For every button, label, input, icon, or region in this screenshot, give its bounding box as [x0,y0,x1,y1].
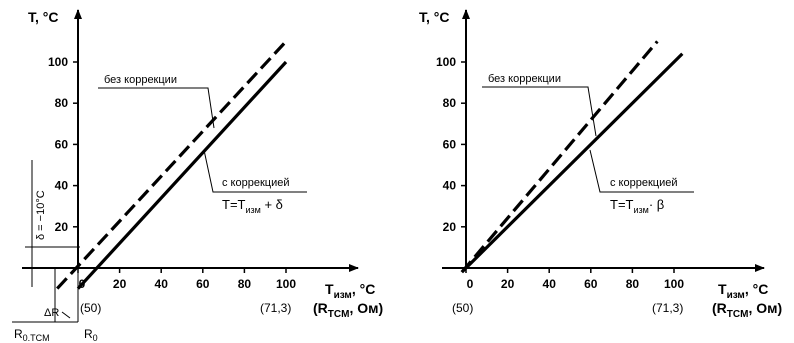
delta-label: δ = −10°C [35,190,47,240]
y-tick-label-100: 100 [48,55,68,69]
y-tick-label-60: 60 [55,137,69,151]
y-axis-label-left: T, °C [28,9,59,25]
x-tick-group-right: 0 20 40 60 80 100 [465,268,684,291]
leader-with-left [203,149,307,193]
x-tick-label-100: 100 [664,277,684,291]
delta-r-leader [61,311,71,319]
leader-with-right [589,149,694,193]
y-tick-group-right: 20 40 60 80 100 [436,55,466,234]
x-tick-label-20: 20 [113,277,127,291]
series-line-without-correction [56,40,288,290]
y-axis-label-right: T, °C [419,9,450,25]
label-with-correction-right: с коррекцией [610,177,677,189]
x-extra-tick-71-left: (71,3) [260,301,291,315]
series-line-without-correction [460,40,659,274]
label-with-correction-left: с коррекцией [222,177,289,189]
y-tick-group-left: 20 40 60 80 100 [48,55,78,234]
r0tcm-label: R0.TCM [14,327,50,343]
y-tick-label-100: 100 [436,55,456,69]
x-tick-label-20: 20 [501,277,515,291]
series-group-right [460,40,684,274]
y-tick-label-60: 60 [443,137,457,151]
label-without-correction-left: без коррекции [104,74,177,86]
y-tick-label-80: 80 [55,96,69,110]
leader-without-left [98,87,215,129]
x-tick-label-60: 60 [196,277,210,291]
x-tick-label-80: 80 [626,277,640,291]
x-axis-label-left: Tизм, °C [325,281,375,301]
series-line-with-correction [76,60,288,290]
x-tick-label-40: 40 [155,277,169,291]
x-tick-label-0: 0 [467,277,474,291]
x-tick-label-60: 60 [584,277,598,291]
delta-r-label: ΔR [44,307,59,319]
y-tick-label-40: 40 [443,179,457,193]
x-extra-tick-50-left: (50) [80,301,101,315]
y-tick-label-80: 80 [443,96,457,110]
y-tick-label-20: 20 [55,220,69,234]
y-tick-label-20: 20 [443,220,457,234]
series-line-with-correction [460,52,684,274]
x-tick-label-80: 80 [238,277,252,291]
series-group-left [56,40,288,290]
leader-without-right [482,86,597,137]
formula-right: T=Tизм· β [610,197,664,215]
x-tick-label-40: 40 [543,277,557,291]
x-axis-label2-left: (RTCM, Ом) [313,300,383,320]
x-tick-label-100: 100 [276,277,296,291]
x-extra-tick-71-right: (71,3) [652,301,683,315]
label-without-correction-right: без коррекции [488,73,561,85]
x-axis-label2-right: (RTCM, Ом) [712,300,782,320]
x-axis-label-right: Tизм, °C [718,281,768,301]
y-tick-label-40: 40 [55,179,69,193]
x-extra-tick-50-right: (50) [452,301,473,315]
formula-left: T=Tизм + δ [222,197,283,215]
r0-label: R0 [84,327,98,343]
